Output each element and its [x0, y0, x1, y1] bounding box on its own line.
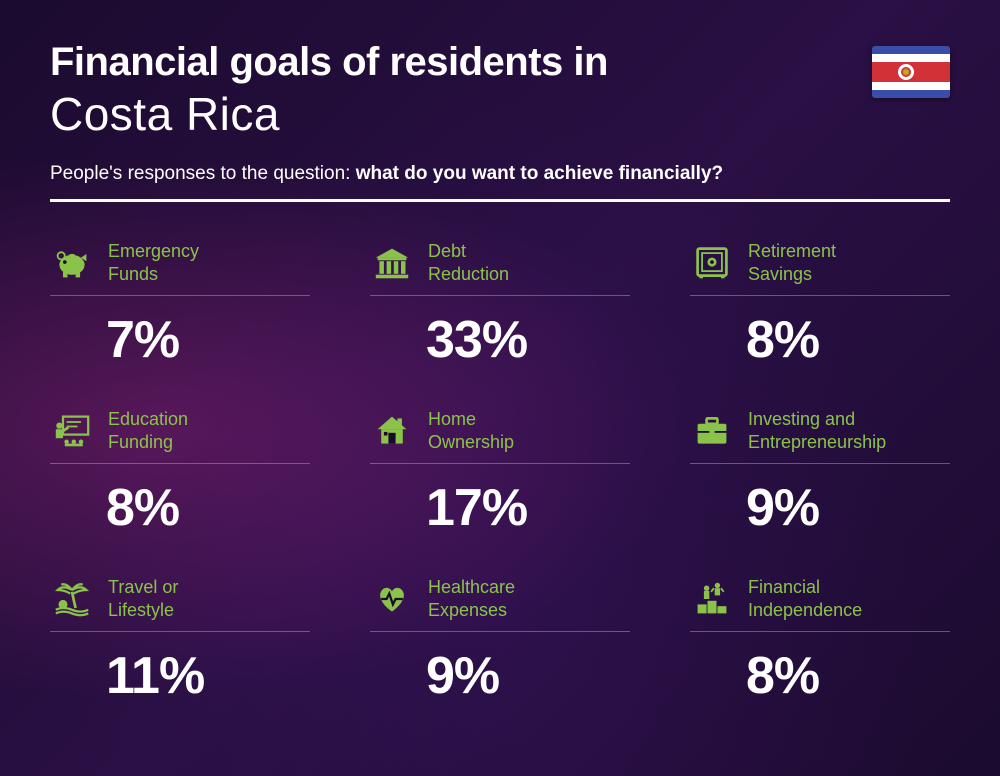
stat-label: Retirement Savings: [748, 240, 836, 285]
stat-item: Travel or Lifestyle 11%: [50, 576, 310, 706]
stat-label: Investing and Entrepreneurship: [748, 408, 886, 453]
stat-item: Investing and Entrepreneurship 9%: [690, 408, 950, 538]
stats-grid: Emergency Funds 7% Debt Reduction 33% Re…: [50, 240, 950, 706]
stat-item: Retirement Savings 8%: [690, 240, 950, 370]
stat-value: 8%: [106, 478, 310, 538]
title-line1: Financial goals of residents in: [50, 40, 950, 85]
stat-label: Emergency Funds: [108, 240, 199, 285]
podium-icon: [690, 579, 734, 619]
title-line2: Costa Rica: [50, 87, 950, 141]
stat-item: Home Ownership 17%: [370, 408, 630, 538]
stat-value: 11%: [106, 646, 310, 706]
stat-label: Education Funding: [108, 408, 188, 453]
education-icon: [50, 411, 94, 451]
stat-value: 33%: [426, 310, 630, 370]
stat-label: Home Ownership: [428, 408, 514, 453]
subtitle-question: what do you want to achieve financially?: [356, 163, 723, 184]
palm-icon: [50, 579, 94, 619]
stat-head: Home Ownership: [370, 408, 630, 464]
stat-label: Travel or Lifestyle: [108, 576, 178, 621]
stat-item: Emergency Funds 7%: [50, 240, 310, 370]
heart-icon: [370, 579, 414, 619]
stat-label: Financial Independence: [748, 576, 862, 621]
header: Financial goals of residents in Costa Ri…: [50, 40, 950, 202]
stat-item: Education Funding 8%: [50, 408, 310, 538]
house-icon: [370, 411, 414, 451]
piggy-icon: [50, 243, 94, 283]
stat-head: Investing and Entrepreneurship: [690, 408, 950, 464]
stat-value: 9%: [426, 646, 630, 706]
stat-head: Healthcare Expenses: [370, 576, 630, 632]
stat-head: Education Funding: [50, 408, 310, 464]
costa-rica-flag: [872, 46, 950, 98]
stat-head: Debt Reduction: [370, 240, 630, 296]
stat-value: 17%: [426, 478, 630, 538]
safe-icon: [690, 243, 734, 283]
stat-head: Emergency Funds: [50, 240, 310, 296]
stat-item: Healthcare Expenses 9%: [370, 576, 630, 706]
stat-value: 8%: [746, 646, 950, 706]
stat-head: Travel or Lifestyle: [50, 576, 310, 632]
stat-value: 8%: [746, 310, 950, 370]
stat-value: 7%: [106, 310, 310, 370]
stat-label: Debt Reduction: [428, 240, 509, 285]
divider: [50, 199, 950, 202]
stat-label: Healthcare Expenses: [428, 576, 515, 621]
subtitle: People's responses to the question: what…: [50, 163, 950, 185]
bank-icon: [370, 243, 414, 283]
briefcase-icon: [690, 411, 734, 451]
stat-value: 9%: [746, 478, 950, 538]
stat-item: Financial Independence 8%: [690, 576, 950, 706]
subtitle-prefix: People's responses to the question:: [50, 163, 356, 184]
stat-head: Retirement Savings: [690, 240, 950, 296]
stat-item: Debt Reduction 33%: [370, 240, 630, 370]
stat-head: Financial Independence: [690, 576, 950, 632]
